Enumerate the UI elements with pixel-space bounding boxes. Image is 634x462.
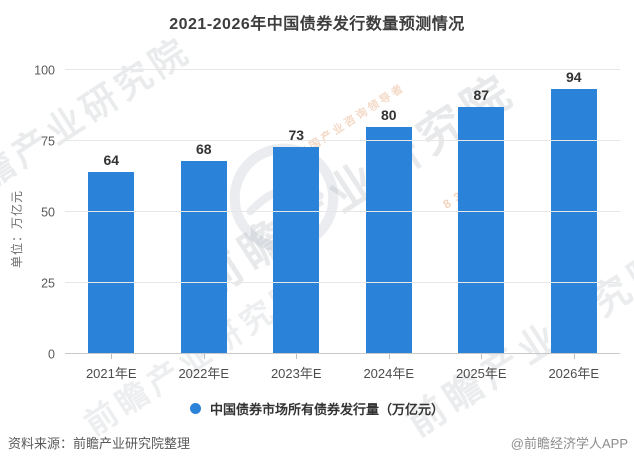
x-axis-label: 2022年E	[178, 366, 230, 381]
y-axis-title: 单位：万亿元	[10, 189, 24, 268]
bar	[180, 160, 227, 354]
x-axis-label: 2026年E	[548, 366, 600, 381]
x-axis-label: 2025年E	[455, 366, 507, 381]
legend-dot-icon	[189, 403, 201, 414]
gridline	[65, 140, 620, 141]
bar-value-label: 94	[565, 69, 582, 85]
x-tick-mark	[203, 354, 205, 359]
bar	[88, 172, 135, 354]
x-tick-mark	[573, 354, 575, 359]
bar-value-label: 87	[473, 86, 490, 103]
plot-area: 64 2021年E 68 2022年E 73 2023年E 80 2024年E 87 2025年E…	[34, 64, 621, 381]
bar-value-label: 80	[380, 106, 397, 123]
y-tick-label: 0	[48, 346, 55, 361]
bar-group: 87 2025年E	[435, 70, 528, 381]
gridline	[65, 69, 620, 70]
x-axis-label: 2021年E	[85, 366, 137, 381]
bar	[273, 146, 320, 354]
bar-value-label: 64	[103, 152, 120, 169]
x-tick-mark	[111, 354, 113, 359]
bar-group: 94 2026年E	[528, 69, 621, 381]
y-tick-label: 25	[41, 275, 55, 290]
chart-title: 2021-2026年中国债券发行数量预测情况	[169, 16, 465, 33]
x-axis-label: 2023年E	[270, 366, 322, 381]
gridline	[65, 211, 620, 212]
bar	[458, 106, 505, 354]
x-axis-line	[65, 353, 620, 354]
bar	[365, 126, 412, 354]
gridline	[65, 282, 620, 283]
legend-label: 中国债券市场所有债券发行量（万亿元）	[209, 402, 444, 417]
bars-row: 64 2021年E 68 2022年E 73 2023年E 80 2024年E 87 2025年E…	[65, 69, 621, 381]
bar-group: 64 2021年E	[65, 70, 158, 381]
source-note: 资料来源：前瞻产业研究院整理	[8, 436, 191, 451]
bar-group: 68 2022年E	[158, 70, 251, 381]
y-tick-label: 75	[41, 133, 55, 148]
credit-note: @前瞻经济学人APP	[510, 436, 628, 451]
x-axis-label: 2024年E	[363, 366, 415, 381]
legend: 中国债券市场所有债券发行量（万亿元）	[0, 399, 634, 418]
bar-value-label: 68	[195, 140, 212, 157]
bar	[550, 89, 597, 354]
x-tick-mark	[481, 354, 483, 359]
bar-group: 73 2023年E	[250, 70, 343, 381]
x-tick-mark	[296, 354, 298, 359]
y-tick-label: 50	[41, 204, 55, 219]
x-tick-mark	[388, 354, 390, 359]
bar-value-label: 73	[288, 126, 305, 143]
bar-group: 80 2024年E	[343, 70, 436, 381]
y-tick-label: 100	[34, 62, 55, 77]
